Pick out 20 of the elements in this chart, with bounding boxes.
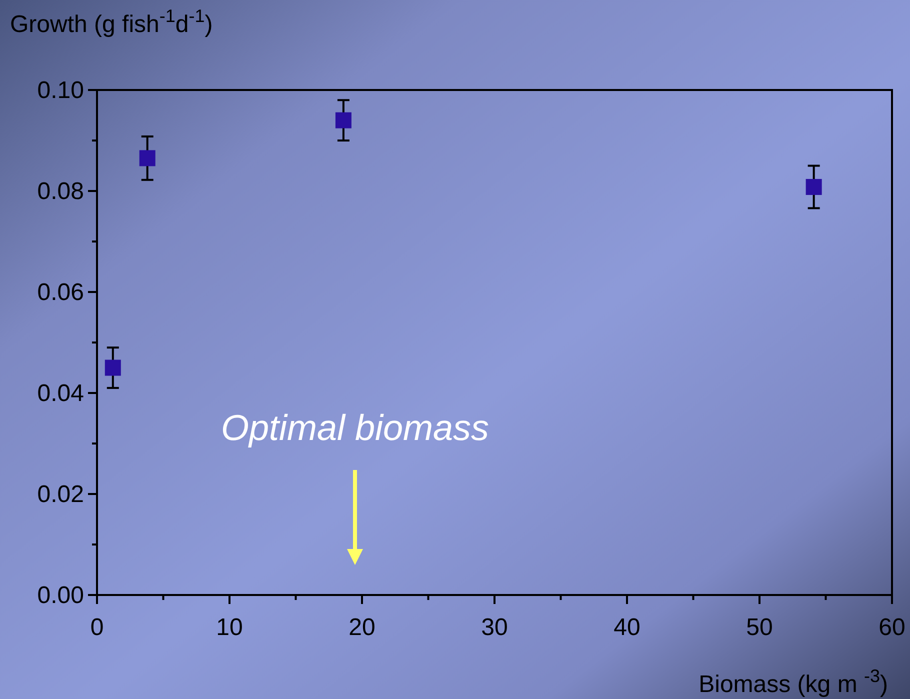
y-tick-label: 0.10 bbox=[37, 77, 84, 104]
x-tick-label: 0 bbox=[90, 614, 104, 641]
y-tick-label: 0.06 bbox=[37, 279, 84, 306]
y-tick-label: 0.08 bbox=[37, 178, 84, 205]
annotation: Optimal biomass bbox=[220, 407, 490, 448]
y-tick-label: 0.04 bbox=[37, 380, 84, 407]
y-tick-label: 0.00 bbox=[37, 582, 84, 609]
x-axis-title: Biomass (kg m $^{-3}$) bbox=[698, 666, 888, 698]
x-tick-label: 50 bbox=[746, 614, 773, 641]
x-tick-label: 20 bbox=[348, 614, 376, 641]
y-axis-title: Growth (g fish$^{-1}$d$^{-1}$) bbox=[10, 6, 213, 38]
point bbox=[806, 178, 822, 195]
y-tick-label: 0.02 bbox=[37, 481, 84, 508]
x-tick-label: 30 bbox=[481, 614, 508, 641]
x-tick-label: 60 bbox=[878, 614, 906, 641]
point bbox=[104, 360, 121, 376]
point bbox=[139, 150, 156, 166]
point bbox=[335, 112, 352, 128]
x-tick-label: 40 bbox=[614, 614, 640, 641]
x-tick-label: 10 bbox=[216, 614, 243, 641]
